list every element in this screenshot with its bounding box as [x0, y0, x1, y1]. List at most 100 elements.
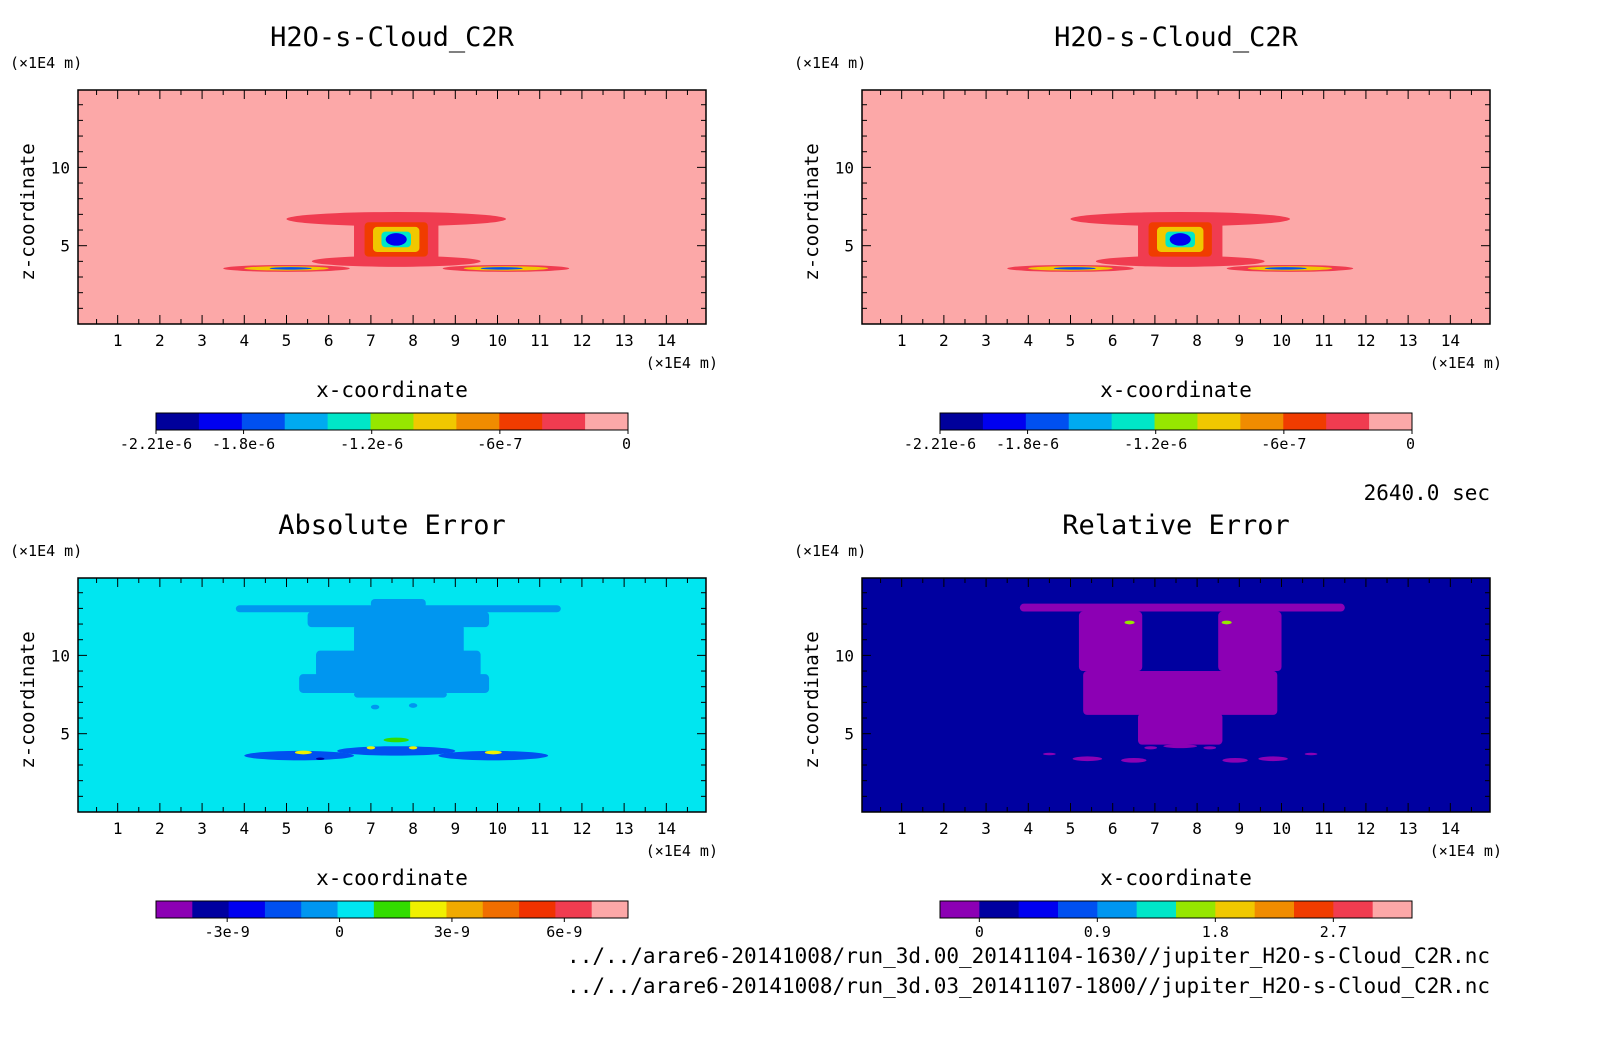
contour-region-9 — [244, 750, 355, 761]
x-tick-label: 2 — [155, 331, 165, 350]
x-tick-label: 1 — [113, 331, 123, 350]
x-tick-label: 7 — [366, 819, 376, 838]
y-axis-label: z-coordinate — [801, 143, 823, 280]
x-unit-label: (×1E4 m) — [1430, 354, 1502, 372]
colorbar-swatch — [979, 901, 1020, 918]
colorbar-swatch — [982, 413, 1027, 430]
colorbar-swatch — [1372, 901, 1413, 918]
y-axis-label: z-coordinate — [801, 631, 823, 768]
contour-region-17 — [316, 757, 325, 760]
contour-region-12 — [1043, 752, 1056, 756]
colorbar-tick-label: -3e-9 — [205, 923, 250, 941]
contour-region-8 — [1121, 757, 1147, 763]
x-unit-label: (×1E4 m) — [646, 842, 718, 860]
y-unit-label: (×1E4 m) — [794, 54, 866, 72]
colorbar-frame — [939, 412, 1413, 431]
colorbar-tick-label: 2.7 — [1320, 923, 1347, 941]
x-tick-label: 6 — [1108, 819, 1118, 838]
contour-chart-1: H2O-s-Cloud_C2R(×1E4 m)(×1E4 m)1 2 3 4 5 6 7 8 9… — [10, 22, 718, 453]
x-tick-label: 14 — [657, 331, 676, 350]
x-tick-label: 3 — [197, 331, 207, 350]
contour-region-12 — [1264, 267, 1307, 270]
contour-region-8 — [408, 703, 418, 708]
x-tick-label: 11 — [1314, 819, 1333, 838]
panel-absolute-error: Absolute Error (×1E4 m) (×1E4 m) 1 2 3 4 5 6 7 8 9 1… — [0, 488, 780, 968]
colorbar-swatch — [284, 413, 329, 430]
x-tick-label: 8 — [1192, 819, 1202, 838]
x-tick-label: 4 — [1023, 819, 1033, 838]
x-tick-label: 1 — [113, 819, 123, 838]
contour-region-5 — [299, 674, 490, 693]
x-tick-label: 12 — [572, 331, 591, 350]
contour-region-1 — [1078, 611, 1143, 672]
colorbar-swatch — [542, 413, 586, 430]
chart-title: H2O-s-Cloud_C2R — [1054, 22, 1299, 53]
x-tick-label: 11 — [530, 819, 549, 838]
colorbar-swatch — [264, 901, 302, 918]
contour-region-2 — [307, 611, 490, 628]
contour-region-15 — [366, 746, 376, 750]
y-tick-label: 10 — [835, 158, 854, 177]
colorbar-swatch — [456, 413, 500, 430]
colorbar-swatch — [413, 413, 457, 430]
colorbar-frame — [155, 412, 629, 431]
contour-region-6 — [385, 233, 407, 246]
colorbar-swatch — [1068, 413, 1113, 430]
contour-region-14 — [1144, 746, 1158, 750]
contour-region-16 — [408, 746, 418, 750]
contour-region-5 — [1124, 620, 1135, 625]
x-tick-label: 3 — [197, 819, 207, 838]
panel-model-2: H2O-s-Cloud_C2R (×1E4 m) (×1E4 m) 1 2 3 4 5 6 7 8 9… — [784, 0, 1564, 480]
x-axis-label: x-coordinate — [1100, 378, 1252, 402]
contour-region-10 — [438, 750, 549, 761]
x-tick-label: 8 — [1192, 331, 1202, 350]
colorbar-tick-label: 0 — [622, 435, 631, 453]
file-path-2: ../../arare6-20141008/run_3d.03_20141107… — [567, 974, 1490, 998]
x-tick-label: 7 — [1150, 819, 1160, 838]
y-tick-label: 5 — [844, 725, 854, 744]
chart-title: Absolute Error — [278, 510, 506, 541]
colorbar-swatch — [1111, 413, 1156, 430]
x-tick-label: 6 — [324, 819, 334, 838]
colorbar-swatch — [373, 901, 411, 918]
colorbar-swatch — [446, 901, 484, 918]
x-tick-label: 5 — [1066, 819, 1076, 838]
contour-region-2 — [1218, 611, 1282, 672]
x-tick-label: 2 — [155, 819, 165, 838]
colorbar-swatch — [591, 901, 629, 918]
colorbar-swatch — [410, 901, 447, 918]
x-axis-label: x-coordinate — [316, 866, 468, 890]
chart-title: H2O-s-Cloud_C2R — [270, 22, 515, 53]
x-tick-label: 13 — [1398, 819, 1417, 838]
y-axis-label: z-coordinate — [17, 143, 39, 280]
colorbar-swatch — [1283, 413, 1327, 430]
colorbar-swatch — [192, 901, 230, 918]
x-unit-label: (×1E4 m) — [1430, 842, 1502, 860]
x-tick-label: 9 — [450, 331, 460, 350]
colorbar-tick-label: -2.21e-6 — [120, 435, 192, 453]
contour-region-10 — [1258, 756, 1288, 762]
x-tick-label: 1 — [897, 819, 907, 838]
y-tick-label: 5 — [60, 725, 70, 744]
colorbar-swatch — [1240, 413, 1284, 430]
contour-chart-relative-error: Relative Error(×1E4 m)(×1E4 m)1 2 3 4 5 6 7 8 9 1… — [794, 510, 1502, 941]
colorbar-tick-label: -6e-7 — [477, 435, 522, 453]
colorbar-swatch — [1176, 901, 1216, 918]
colorbar — [940, 413, 1413, 430]
x-tick-label: 10 — [488, 331, 507, 350]
colorbar-swatch — [940, 901, 980, 918]
colorbar-tick-label: -2.21e-6 — [904, 435, 976, 453]
contour-region-1 — [370, 598, 426, 609]
contour-region-7 — [370, 704, 380, 710]
colorbar-frame — [939, 900, 1413, 919]
x-tick-label: 5 — [282, 331, 292, 350]
colorbar-tick-label: -6e-7 — [1261, 435, 1306, 453]
plot-background — [78, 90, 706, 324]
colorbar-tick-label: 3e-9 — [434, 923, 470, 941]
x-axis-label: x-coordinate — [316, 378, 468, 402]
colorbar-swatch — [585, 413, 629, 430]
colorbar-swatch — [301, 901, 339, 918]
colorbar-tick-label: -1.8e-6 — [212, 435, 275, 453]
x-tick-label: 9 — [1234, 819, 1244, 838]
colorbar-tick-label: 0 — [975, 923, 984, 941]
